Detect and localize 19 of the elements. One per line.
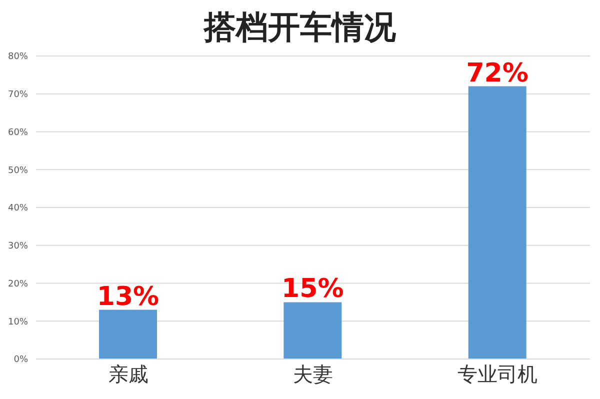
y-tick-label: 10% xyxy=(8,317,28,328)
y-tick-label: 0% xyxy=(14,355,28,366)
data-label: 15% xyxy=(282,274,344,304)
x-tick-label: 夫妻 xyxy=(293,362,333,386)
bar xyxy=(468,86,526,359)
data-label: 13% xyxy=(96,282,160,312)
bar xyxy=(99,310,157,359)
y-tick-label: 40% xyxy=(8,204,28,214)
x-tick-label: 专业司机 xyxy=(458,362,538,386)
y-tick-label: 80% xyxy=(8,52,28,62)
bar xyxy=(284,302,342,359)
chart-title: 搭档开车情况 xyxy=(202,7,397,48)
y-tick-label: 50% xyxy=(8,166,28,176)
x-tick-label: 亲戚 xyxy=(108,362,148,386)
data-label: 72% xyxy=(466,58,528,88)
y-tick-label: 30% xyxy=(8,242,28,252)
y-tick-label: 20% xyxy=(8,279,28,290)
y-tick-label: 70% xyxy=(8,90,28,100)
y-tick-label: 60% xyxy=(8,128,28,138)
